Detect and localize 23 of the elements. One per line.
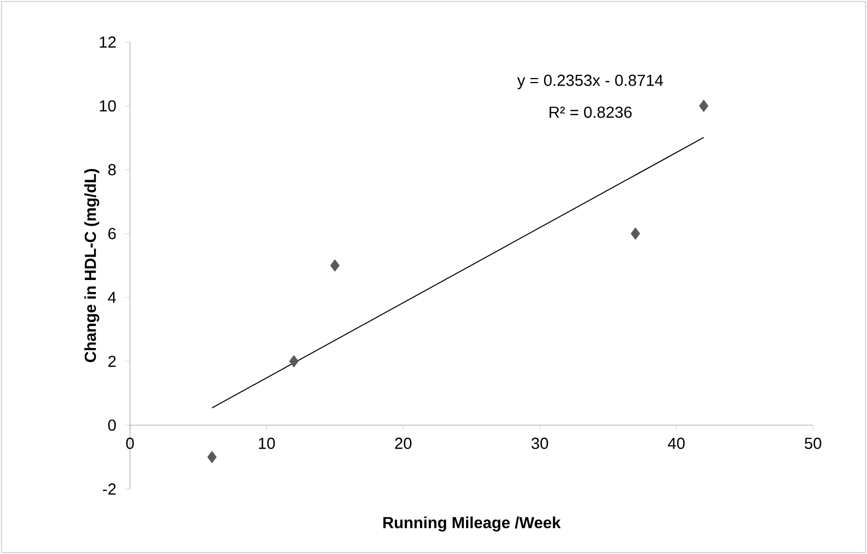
y-tick-label: 8	[108, 164, 116, 176]
y-tick-label: 10	[100, 100, 116, 112]
x-tick-label: 0	[126, 438, 134, 450]
annotation: R² = 0.8236	[550, 106, 632, 118]
point	[699, 100, 708, 112]
y-tick-label: 12	[100, 36, 116, 48]
y-tick-label: 2	[108, 356, 116, 367]
y-tick-label: 6	[108, 228, 116, 240]
y-tick-label: 4	[108, 292, 116, 303]
x-tick-label: 30	[532, 438, 548, 450]
y-tick-label: 0	[108, 419, 116, 431]
point	[207, 450, 217, 464]
y-axis-title: Change in HDL-C (mg/dL)	[84, 168, 100, 362]
point	[289, 355, 299, 368]
annotation: y = 0.2353x - 0.8714	[517, 74, 664, 90]
x-tick-label: 20	[395, 438, 412, 450]
x-tick-label: 10	[258, 438, 275, 450]
x-tick-label: 40	[668, 438, 685, 450]
point	[630, 227, 640, 240]
x-tick-label: 50	[804, 438, 822, 450]
x-axis-title: Running Mileage /Week	[383, 516, 561, 532]
y-tick-label: -2	[102, 483, 116, 495]
point	[330, 259, 340, 272]
